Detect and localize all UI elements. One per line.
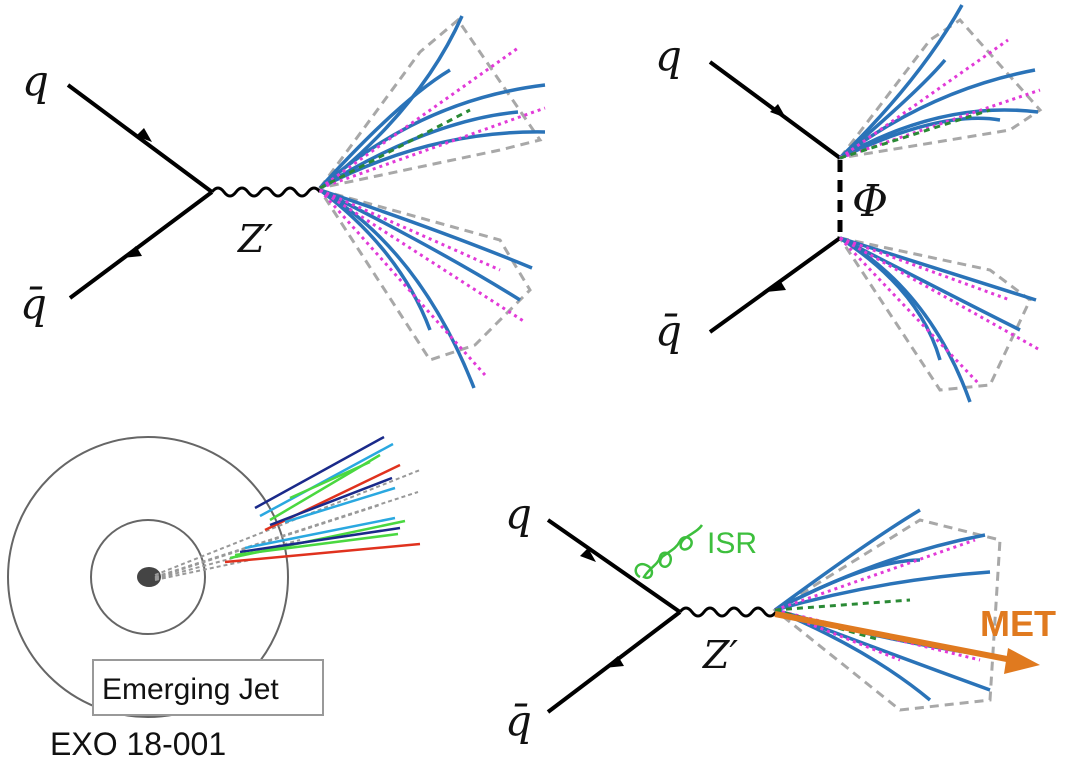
zprime-propagator — [210, 186, 322, 198]
outer-detector-circle — [7, 436, 289, 718]
panel-b-phi-diagram: q q̄ Φ — [655, 4, 1043, 403]
panel-b-mediator-label: Φ — [852, 176, 888, 227]
jet-cone-lower — [316, 187, 532, 362]
isr-label: ISR — [707, 527, 757, 560]
jet-cone-d — [772, 518, 1002, 712]
incoming-antiquark-arrow-icon-d — [604, 656, 624, 668]
panel-a-zprime-diagram: q q̄ Z′ — [20, 15, 546, 389]
upper-jet-tracks — [318, 15, 546, 190]
jet-cone-lower-b — [836, 235, 1032, 392]
panel-c-emerging-jet-display: Emerging Jet EXO 18-001 — [7, 435, 421, 762]
panel-d-semivisible-diagram: q q̄ Z′ ISR MET — [505, 489, 1056, 745]
panel-a-antiquark-label: q̄ — [20, 279, 47, 328]
lower-jet-tracks-b — [838, 236, 1041, 403]
jet-tracks-d — [773, 508, 991, 702]
met-arrow — [774, 611, 1013, 663]
isr-gluon — [634, 524, 704, 580]
incoming-quark-arrow-icon-d — [580, 548, 596, 562]
panel-d-mediator-label: Z′ — [702, 633, 738, 677]
zprime-propagator-d — [678, 606, 778, 618]
panel-a-quark-label: q — [22, 56, 49, 105]
jet-cone-upper — [316, 17, 543, 191]
upper-jet-tracks-b — [838, 4, 1041, 160]
panel-d-antiquark-label: q̄ — [505, 696, 532, 745]
met-label: MET — [980, 603, 1056, 644]
inner-detector-circle — [90, 519, 206, 635]
incoming-antiquark-arrow-icon-b — [766, 280, 786, 292]
jet-cone-upper-b — [836, 18, 1043, 161]
panel-b-quark-label: q — [655, 31, 682, 80]
interaction-point-icon — [137, 567, 161, 587]
incoming-quark-arrow-icon-b — [770, 104, 786, 118]
met-arrowhead-icon — [1004, 648, 1040, 674]
displaced-tracks-lower — [224, 516, 421, 564]
analysis-id-label: EXO 18-001 — [50, 726, 226, 762]
panel-a-mediator-label: Z′ — [237, 217, 273, 261]
lower-jet-tracks — [318, 188, 533, 389]
incoming-antiquark-arrow-icon — [122, 246, 142, 258]
displaced-tracks-upper — [254, 435, 401, 532]
panel-d-quark-label: q — [505, 489, 532, 538]
emerging-jet-label: Emerging Jet — [102, 673, 279, 706]
incoming-antiquark-line — [68, 190, 214, 300]
incoming-quark-arrow-icon — [136, 128, 152, 142]
incoming-quark-line-d — [546, 518, 682, 614]
incoming-quark-line — [66, 83, 214, 194]
panel-b-antiquark-label: q̄ — [655, 306, 682, 355]
emerging-jet-label-box — [92, 659, 324, 716]
